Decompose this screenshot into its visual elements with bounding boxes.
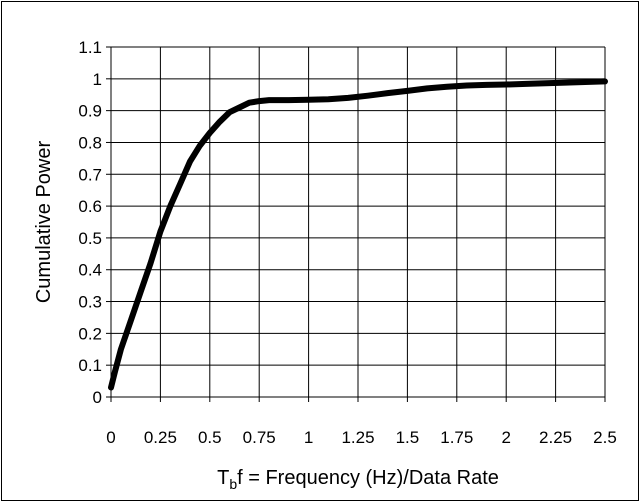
y-tick-label: 1 <box>93 70 102 89</box>
x-axis-title-rest: f = Frequency (Hz)/Data Rate <box>237 467 499 489</box>
y-tick-label: 0.1 <box>78 356 102 375</box>
y-axis-title: Cumulative Power <box>33 141 55 304</box>
x-tick-label: 2.5 <box>593 428 617 447</box>
x-tick-label: 1.5 <box>396 428 420 447</box>
y-tick-label: 0 <box>93 388 102 407</box>
x-tick-label: 0 <box>106 428 115 447</box>
y-tick-label: 0.7 <box>78 165 102 184</box>
x-axis-title: Tbf = Frequency (Hz)/Data Rate <box>217 467 499 492</box>
x-tick-label: 1 <box>304 428 313 447</box>
x-tick-label: 2.25 <box>539 428 572 447</box>
y-tick-label: 0.5 <box>78 229 102 248</box>
x-tick-label: 1.25 <box>341 428 374 447</box>
x-tick-label: 2 <box>501 428 510 447</box>
y-tick-label: 0.3 <box>78 293 102 312</box>
cumulative-power-line <box>108 78 608 391</box>
x-tick-label: 1.75 <box>440 428 473 447</box>
y-tick-label: 1.1 <box>78 38 102 57</box>
y-tick-label: 0.2 <box>78 324 102 343</box>
x-tick-label: 0.25 <box>144 428 177 447</box>
x-axis-title-subscript: b <box>229 476 237 492</box>
y-tick-label: 0.9 <box>78 102 102 121</box>
y-tick-label: 0.8 <box>78 133 102 152</box>
x-axis-title-main: T <box>217 467 229 489</box>
y-tick-label: 0.6 <box>78 197 102 216</box>
x-tick-label: 0.75 <box>243 428 276 447</box>
grid-lines <box>110 46 606 398</box>
x-tick-label: 0.5 <box>198 428 222 447</box>
y-tick-label: 0.4 <box>78 261 102 280</box>
